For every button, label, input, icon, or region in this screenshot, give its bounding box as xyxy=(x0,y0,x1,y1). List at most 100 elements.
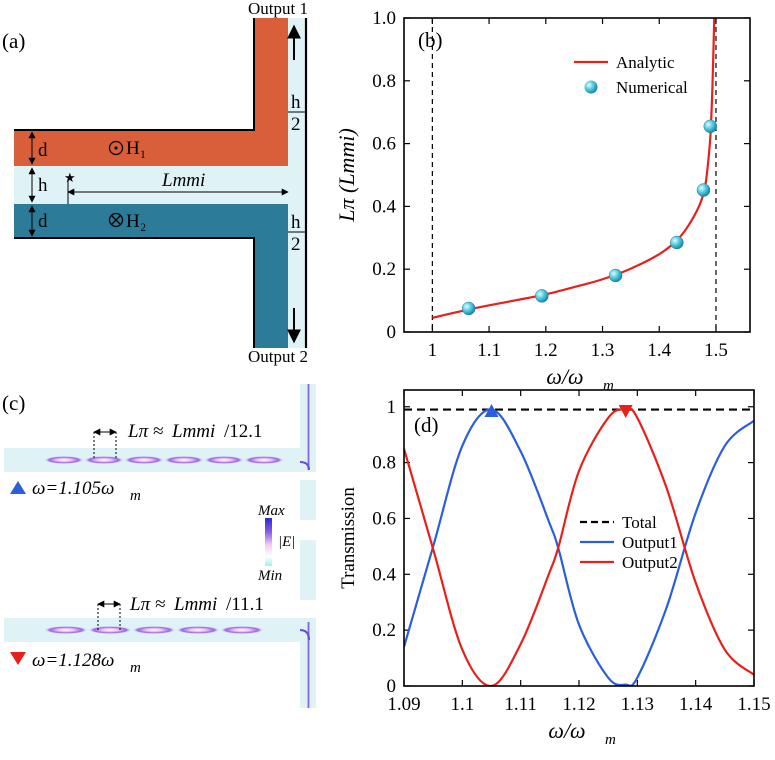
field-lobe xyxy=(44,626,88,634)
d-xtick-label: 1.13 xyxy=(621,694,654,715)
b-series-analytic xyxy=(432,18,716,319)
d-legend-label: Total xyxy=(622,513,657,532)
field-lobe xyxy=(124,456,164,464)
panel-a-label: (a) xyxy=(2,29,25,53)
output1-label: Output 1 xyxy=(248,0,308,18)
b-ytick-label: 0.8 xyxy=(372,71,396,92)
top-field-bend xyxy=(299,461,310,471)
field-out-icon xyxy=(108,140,124,156)
h-half-bottom-den: 2 xyxy=(291,234,301,255)
bottom-field-bend xyxy=(299,629,310,641)
bottom-field-modes xyxy=(44,626,264,634)
field-lobe xyxy=(88,626,132,634)
d-ytick-label: 0.8 xyxy=(372,453,396,474)
field-lobe xyxy=(132,626,176,634)
field-in-cross-b xyxy=(111,215,121,225)
lmmi-label: Lmmi xyxy=(161,170,205,191)
panel-c-label: (c) xyxy=(2,391,25,415)
red-triangle-icon xyxy=(10,652,26,665)
bottom-formula-lmmi: Lmmi xyxy=(173,594,217,615)
b-numerical-point xyxy=(703,119,718,134)
output-gap-bottom xyxy=(300,540,316,600)
d-frame xyxy=(403,389,755,687)
b-numerical-point xyxy=(696,183,711,197)
panel-d-label: (d) xyxy=(414,413,439,437)
bottom-waveguide xyxy=(14,204,288,348)
b-legend-marker xyxy=(584,80,598,94)
d-ytick-label: 1 xyxy=(387,397,397,418)
bottom-formula-ratio: /11.1 xyxy=(226,594,264,615)
d-series-output1 xyxy=(404,408,754,686)
top-waveguide-outline xyxy=(14,18,255,131)
d-xlabel: ω/ω xyxy=(548,718,585,743)
b-legend-label: Numerical xyxy=(616,78,688,97)
b-xtick-label: 1.4 xyxy=(647,340,671,361)
field-lobe xyxy=(44,456,84,464)
d-ytick-label: 0 xyxy=(387,676,397,697)
b-xtick-label: 1.5 xyxy=(704,340,728,361)
b-ytick-label: 0.6 xyxy=(372,134,396,155)
vertical-gap-region xyxy=(288,18,306,348)
b-frame xyxy=(403,17,751,333)
b-xlabel-sub: m xyxy=(603,378,614,394)
panel-c: (c) Lπ ≈ Lmmi /12.1 ω=1.105ω m Max |E| M… xyxy=(2,384,316,708)
field-lobe xyxy=(244,456,284,464)
d-xtick-label: 1.09 xyxy=(387,694,420,715)
bottom-field-edge xyxy=(307,622,310,708)
bottom-frequency-sub: m xyxy=(130,660,141,676)
top-formula-lpi: Lπ ≈ xyxy=(127,421,164,442)
field-in-icon xyxy=(108,212,124,228)
top-formula-ratio: /12.1 xyxy=(224,421,263,442)
d-legend-label: Output2 xyxy=(622,553,678,572)
bottom-frequency: ω=1.128ω xyxy=(32,650,114,671)
b-xtick-label: 1.1 xyxy=(477,340,501,361)
field-lobe xyxy=(220,626,264,634)
h-half-top-num: h xyxy=(291,92,301,113)
top-formula-lmmi: Lmmi xyxy=(171,421,215,442)
d-series-output2 xyxy=(404,407,754,686)
panel-a: (a) d h d ★ Lmmi H₁ H₂ Output xyxy=(2,0,308,366)
b-ytick-label: 0.4 xyxy=(372,196,396,217)
d-ytick-label: 0.4 xyxy=(372,564,396,585)
top-frequency-sub: m xyxy=(130,488,141,504)
colorbar-min-label: Min xyxy=(257,568,282,584)
panel-d-chart: (d) 1.09 1.1 1.11 1.12 1.13 1.14 1.15 0 0.2 0.4 0.… xyxy=(338,389,771,748)
b-ylabel: Lπ (Lmmi) xyxy=(334,128,359,223)
h-half-bottom-num: h xyxy=(291,212,301,233)
panel-b-chart: (b) 1 1.1 1.2 1.3 1.4 1.5 0 0.2 0.4 0.6 0.8 1.0 ω/ω m… xyxy=(334,8,751,394)
top-field-modes xyxy=(44,456,284,464)
field-lobe xyxy=(204,456,244,464)
d-ylabel: Transmission xyxy=(338,487,359,589)
b-numerical-point xyxy=(535,289,549,303)
output2-label: Output 2 xyxy=(248,347,308,366)
field-out-dot-icon xyxy=(114,146,118,150)
source-star-icon: ★ xyxy=(64,170,76,185)
top-field-edge xyxy=(307,384,310,470)
bottom-waveguide-outline xyxy=(14,237,255,348)
colorbar-max-label: Max xyxy=(257,503,285,519)
d-triangle-down-marker xyxy=(618,404,633,418)
d-xtick-label: 1.1 xyxy=(450,694,474,715)
d-xlabel-sub: m xyxy=(605,732,616,748)
h1-label: H₁ xyxy=(126,138,146,159)
d-xtick-label: 1.11 xyxy=(504,694,537,715)
b-numerical-point xyxy=(608,268,623,283)
colorbar-label: |E| xyxy=(278,534,295,550)
d-legend-label: Output1 xyxy=(622,533,678,552)
b-xtick-label: 1.2 xyxy=(534,340,558,361)
field-lobe xyxy=(164,456,204,464)
h-label: h xyxy=(38,175,48,196)
b-xlabel: ω/ω xyxy=(546,364,583,389)
b-ytick-label: 0 xyxy=(387,322,397,343)
d-ytick-label: 0.6 xyxy=(372,508,396,529)
b-ytick-label: 1.0 xyxy=(372,8,396,29)
field-lobe xyxy=(84,456,124,464)
b-xtick-label: 1.3 xyxy=(591,340,615,361)
output-gap-top xyxy=(300,480,316,520)
b-numerical-point xyxy=(461,301,476,316)
colorbar xyxy=(265,518,272,566)
b-legend-label: Analytic xyxy=(616,53,675,72)
top-frequency: ω=1.105ω xyxy=(32,478,114,499)
b-xtick-label: 1 xyxy=(428,340,438,361)
